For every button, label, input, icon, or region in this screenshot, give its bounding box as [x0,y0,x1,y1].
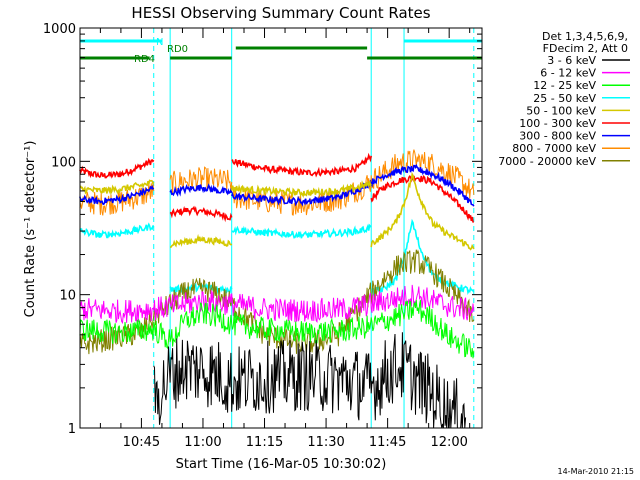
y-tick-label-10: 10 [59,289,76,304]
legend-header-2: FDecim 2, Att 0 [543,42,628,55]
series-100-300-kev [79,152,474,223]
series-50-100-kev-segment-1 [79,179,155,196]
series-50-100-kev [79,171,475,251]
legend-label-100-300-kev: 100 - 300 keV [519,117,596,130]
legend-label-7000-20000-kev: 7000 - 20000 keV [498,155,596,168]
flag-label-n: N [156,37,163,48]
legend-label-6-12-kev: 6 - 12 keV [540,67,596,80]
axes: 1 10 100 1000 10:45 11:00 11:15 11:30 11:45 12:00 [43,22,483,450]
series-300-800-kev-segment-2 [169,183,233,197]
attenuator-markers [153,28,475,428]
legend: Det 1,3,4,5,6,9,FDecim 2, Att 03 - 6 keV… [498,30,630,168]
chart-title: HESSI Observing Summary Count Rates [131,4,430,22]
series-12-25-kev-segment-1 [79,299,475,359]
series-300-800-kev-segment-1 [79,184,155,206]
series-25-50-kev-segment-3 [231,223,372,239]
series-6-12-kev [79,284,475,325]
x-axis-label: Start Time (16-Mar-05 10:30:02) [176,457,387,472]
legend-label-300-800-kev: 300 - 800 keV [519,130,596,143]
series-50-100-kev-segment-4 [370,171,475,251]
y-tick-label-100: 100 [51,155,76,170]
series-100-300-kev-segment-2 [169,205,233,223]
x-tick-label-11-00: 11:00 [184,435,221,450]
flag-label-rd4: RD4 [134,54,155,65]
legend-label-12-25-kev: 12 - 25 keV [533,79,596,92]
y-tick-label-1000: 1000 [43,22,76,37]
series-6-12-kev-segment-1 [79,284,475,325]
x-tick-label-12-00: 12:00 [430,435,467,450]
x-tick-label-11-15: 11:15 [246,435,283,450]
legend-label-800-7000-kev: 800 - 7000 keV [512,142,596,155]
series-800-7000-kev-segment-1 [79,181,155,216]
series-12-25-kev [79,299,475,359]
plot-frame [79,27,483,429]
series-3-6-kev-segment-1 [153,332,467,429]
series-50-100-kev-segment-3 [230,180,372,199]
flag-label-rd0: RD0 [167,44,188,55]
series-layer [79,149,475,429]
legend-label-50-100-kev: 50 - 100 keV [526,104,596,117]
x-tick-label-11-30: 11:30 [307,435,344,450]
series-25-50-kev-segment-1 [79,222,155,239]
y-tick-label-1: 1 [68,422,76,437]
generated-timestamp: 14-Mar-2010 21:15 [558,467,635,476]
x-tick-label-11-45: 11:45 [369,435,406,450]
legend-label-3-6-kev: 3 - 6 keV [547,54,596,67]
legend-header-1: Det 1,3,4,5,6,9, [542,30,628,43]
series-25-50-kev-segment-4 [370,218,475,297]
series-100-300-kev-segment-4 [370,174,474,223]
series-3-6-kev [153,332,467,429]
series-50-100-kev-segment-2 [169,233,233,249]
y-axis-label: Count Rate (s⁻¹ detector⁻¹) [23,141,38,318]
series-800-7000-kev-segment-2 [169,166,233,195]
series-100-300-kev-segment-1 [79,157,155,179]
legend-label-25-50-kev: 25 - 50 keV [533,92,596,105]
series-100-300-kev-segment-3 [231,152,372,178]
x-tick-label-10-45: 10:45 [123,435,160,450]
flag-bars: N RD0 RD4 [80,37,482,65]
